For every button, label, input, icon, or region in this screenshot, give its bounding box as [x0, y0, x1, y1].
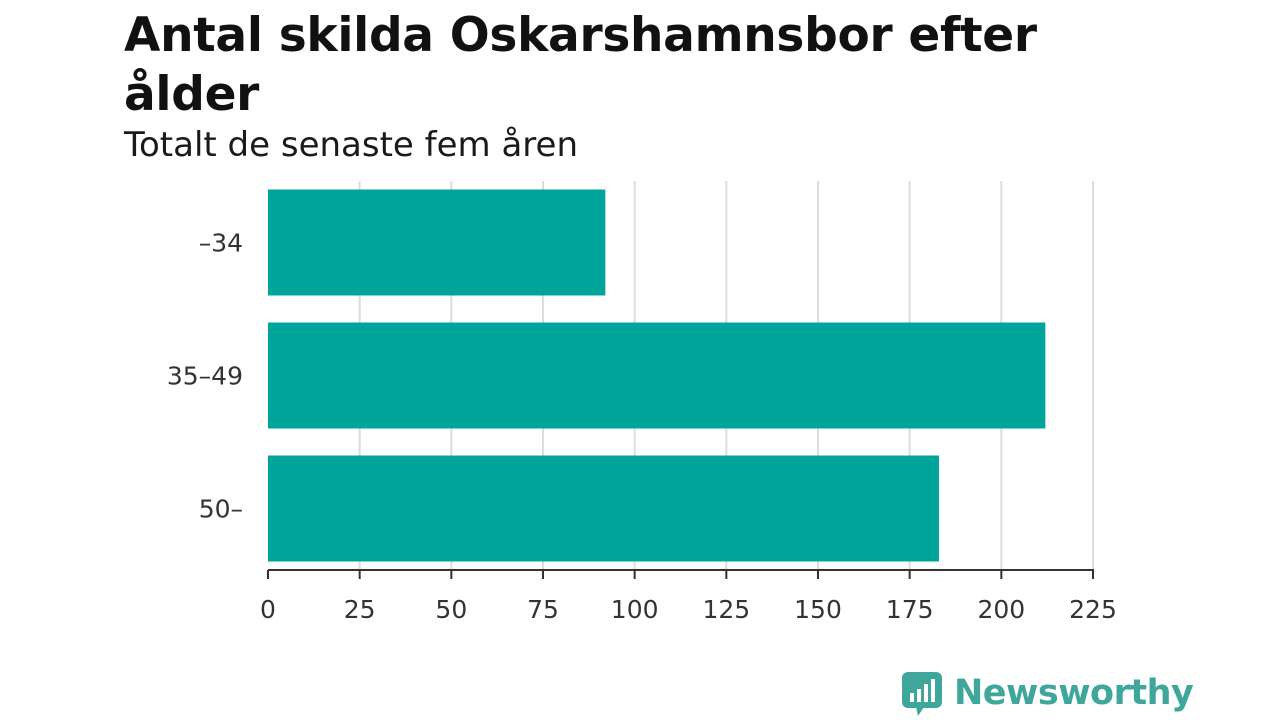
category-labels: –34 35–49 50– [167, 229, 243, 524]
brand-logo: Newsworthy [900, 668, 1194, 718]
bar-chart: –34 35–49 50– 0 25 50 75 100 125 150 175 200 225 [167, 181, 1117, 624]
newsworthy-logo-icon [902, 672, 942, 716]
bar [268, 322, 1046, 429]
brand-name: Newsworthy [954, 673, 1194, 713]
x-tick-label: 0 [260, 595, 276, 624]
bars [268, 189, 1046, 562]
category-label: 50– [199, 495, 243, 524]
x-axis: 0 25 50 75 100 125 150 175 200 225 [260, 569, 1117, 624]
x-tick-label: 50 [435, 595, 467, 624]
x-tick-label: 175 [886, 595, 934, 624]
x-tick-label: 150 [794, 595, 842, 624]
x-tick-label: 125 [702, 595, 750, 624]
bar [268, 189, 606, 296]
category-label: 35–49 [167, 362, 243, 391]
x-tick-label: 200 [977, 595, 1025, 624]
chart-title: Antal skilda Oskarshamnsbor efter ålder [124, 8, 1037, 122]
bar [268, 455, 939, 562]
chart-subtitle: Totalt de senaste fem åren [124, 125, 578, 165]
x-tick-label: 25 [344, 595, 376, 624]
x-tick-label: 100 [611, 595, 659, 624]
x-tick-label: 75 [527, 595, 559, 624]
category-label: –34 [199, 229, 243, 258]
x-tick-label: 225 [1069, 595, 1117, 624]
